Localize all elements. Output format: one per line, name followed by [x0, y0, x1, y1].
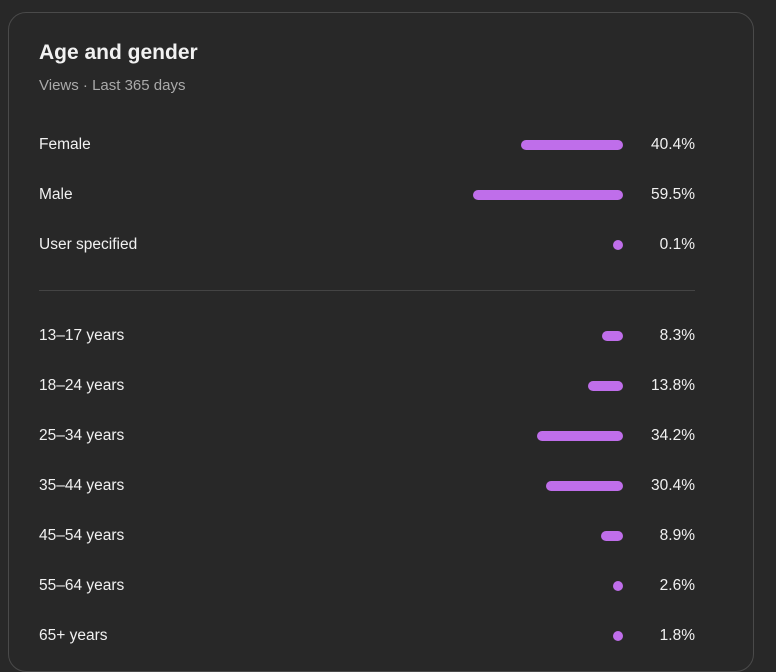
age-label: 18–24 years: [39, 377, 125, 394]
age-row: 65+ years 1.8%: [39, 624, 695, 648]
age-bar-track: [423, 330, 623, 342]
age-bar: [613, 581, 623, 591]
gender-bar-track: [423, 239, 623, 251]
card-title: Age and gender: [39, 41, 198, 64]
age-row: 35–44 years 30.4%: [39, 474, 695, 498]
age-label: 55–64 years: [39, 577, 125, 594]
age-percentage: 2.6%: [659, 577, 695, 594]
gender-label: Male: [39, 186, 73, 203]
gender-label: Female: [39, 136, 91, 153]
gender-row: Female 40.4%: [39, 133, 695, 157]
age-gender-card: Age and gender Views · Last 365 days Fem…: [8, 12, 754, 672]
age-label: 13–17 years: [39, 327, 125, 344]
age-bar-track: [423, 430, 623, 442]
gender-bar: [613, 240, 623, 250]
age-bar-track: [423, 630, 623, 642]
age-percentage: 13.8%: [651, 377, 695, 394]
gender-bar: [473, 190, 623, 200]
age-row: 45–54 years 8.9%: [39, 524, 695, 548]
age-bar: [602, 331, 623, 341]
age-bar: [613, 631, 623, 641]
age-bar: [546, 481, 623, 491]
age-bar: [601, 531, 623, 541]
age-percentage: 8.9%: [659, 527, 695, 544]
age-row: 55–64 years 2.6%: [39, 574, 695, 598]
section-divider: [39, 290, 695, 291]
gender-percentage: 40.4%: [651, 136, 695, 153]
age-label: 35–44 years: [39, 477, 125, 494]
age-percentage: 1.8%: [659, 627, 695, 644]
card-subtitle: Views · Last 365 days: [39, 77, 186, 94]
age-bar-track: [423, 380, 623, 392]
gender-label: User specified: [39, 236, 138, 253]
age-label: 45–54 years: [39, 527, 125, 544]
age-bar-track: [423, 580, 623, 592]
age-row: 25–34 years 34.2%: [39, 424, 695, 448]
age-row: 13–17 years 8.3%: [39, 324, 695, 348]
gender-bar-track: [423, 189, 623, 201]
age-percentage: 30.4%: [651, 477, 695, 494]
age-bar-track: [423, 480, 623, 492]
age-label: 25–34 years: [39, 427, 125, 444]
age-bar: [588, 381, 623, 391]
gender-bar: [521, 140, 623, 150]
age-label: 65+ years: [39, 627, 108, 644]
age-bar-track: [423, 530, 623, 542]
gender-row: Male 59.5%: [39, 183, 695, 207]
gender-bar-track: [423, 139, 623, 151]
age-row: 18–24 years 13.8%: [39, 374, 695, 398]
age-percentage: 8.3%: [659, 327, 695, 344]
age-percentage: 34.2%: [651, 427, 695, 444]
age-bar: [537, 431, 623, 441]
gender-percentage: 59.5%: [651, 186, 695, 203]
gender-row: User specified 0.1%: [39, 233, 695, 257]
gender-percentage: 0.1%: [659, 236, 695, 253]
